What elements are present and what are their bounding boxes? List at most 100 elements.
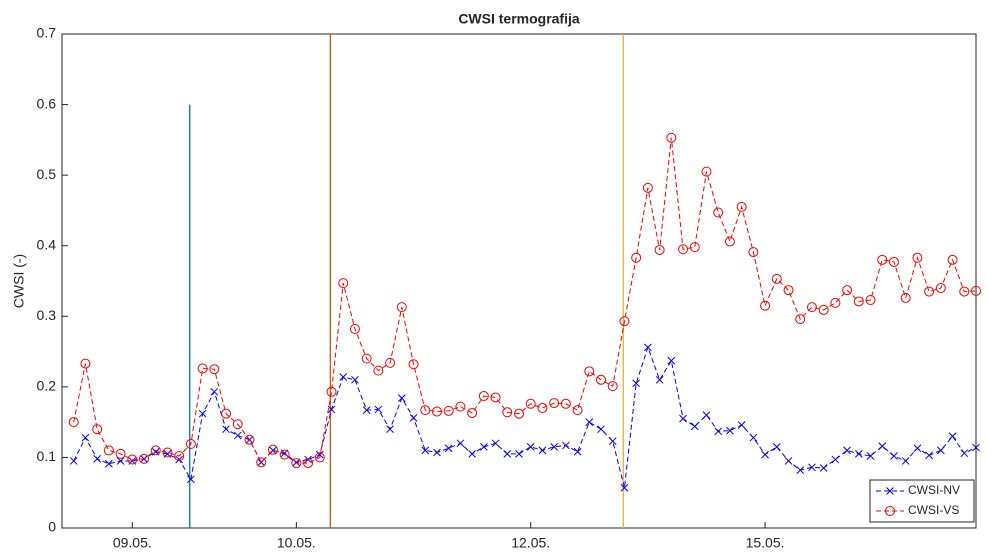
y-tick-label: 0.4 [37, 236, 57, 252]
marker [373, 365, 384, 376]
marker [69, 457, 78, 465]
marker [456, 439, 465, 448]
marker [572, 405, 583, 416]
y-tick-label: 0.2 [37, 378, 57, 394]
marker [538, 446, 547, 455]
marker [222, 425, 230, 434]
marker [854, 450, 863, 458]
marker [115, 448, 126, 459]
marker [349, 323, 360, 334]
marker [678, 244, 689, 255]
marker [890, 452, 898, 460]
marker [901, 457, 910, 465]
marker [748, 247, 759, 258]
marker [150, 445, 161, 456]
marker [900, 292, 911, 303]
marker [525, 398, 536, 409]
marker [103, 445, 114, 456]
marker [210, 387, 219, 396]
marker [597, 425, 605, 434]
legend-label: CWSI-VS [908, 503, 959, 517]
marker [197, 363, 208, 374]
marker [608, 437, 617, 446]
marker [139, 453, 150, 464]
marker [93, 454, 102, 463]
marker [726, 426, 734, 435]
x-tick-label: 15.05. [746, 535, 785, 551]
marker [713, 207, 724, 218]
marker [795, 314, 806, 325]
marker [374, 405, 383, 414]
marker [409, 414, 418, 422]
marker [948, 432, 957, 441]
marker [947, 254, 958, 265]
marker [362, 406, 371, 414]
marker [819, 464, 828, 472]
series [69, 343, 980, 492]
marker [514, 408, 524, 419]
marker [749, 433, 758, 442]
line [73, 137, 977, 464]
marker [526, 442, 535, 451]
marker [444, 444, 453, 453]
marker [478, 391, 489, 402]
marker [386, 425, 394, 434]
marker [971, 285, 981, 296]
marker [443, 405, 454, 416]
marker [960, 449, 969, 458]
marker [666, 132, 677, 143]
marker [479, 442, 488, 451]
marker [925, 451, 933, 460]
marker [421, 446, 430, 455]
marker [303, 458, 314, 469]
marker [842, 285, 853, 296]
marker [455, 401, 466, 412]
marker [784, 457, 793, 465]
marker [654, 244, 665, 255]
marker [724, 236, 735, 247]
y-tick-label: 0.5 [37, 166, 57, 182]
marker [162, 447, 173, 458]
marker [515, 450, 523, 458]
y-tick-label: 0.7 [37, 25, 57, 41]
marker [959, 286, 970, 297]
legend: CWSI-NV CWSI-VS [869, 479, 975, 523]
marker [632, 379, 641, 388]
marker [853, 296, 864, 307]
y-tick-label: 0.6 [37, 95, 57, 111]
marker [619, 316, 630, 327]
marker [866, 452, 875, 460]
marker [818, 304, 829, 315]
x-tick-label: 10.05. [277, 535, 316, 551]
marker [105, 459, 113, 468]
chart-title: CWSI termografija [458, 11, 580, 27]
marker [80, 358, 91, 369]
marker [560, 398, 571, 409]
marker [808, 463, 816, 472]
marker [831, 455, 840, 464]
marker [175, 455, 184, 464]
marker [433, 448, 441, 457]
marker [596, 374, 607, 385]
marker [315, 450, 324, 459]
marker [714, 427, 723, 436]
marker [420, 405, 431, 416]
marker [772, 442, 781, 451]
marker [806, 302, 817, 313]
marker [326, 386, 337, 397]
legend-marker [885, 506, 895, 516]
marker [361, 353, 372, 364]
marker [796, 466, 805, 474]
marker [233, 431, 242, 440]
marker [338, 278, 349, 289]
marker [631, 252, 642, 263]
marker [291, 458, 302, 469]
marker [408, 359, 419, 370]
marker [127, 454, 138, 465]
marker [642, 182, 653, 193]
marker [644, 343, 652, 352]
marker [92, 424, 103, 435]
marker [256, 457, 267, 468]
marker [232, 419, 243, 430]
y-tick-label: 0 [48, 519, 56, 535]
